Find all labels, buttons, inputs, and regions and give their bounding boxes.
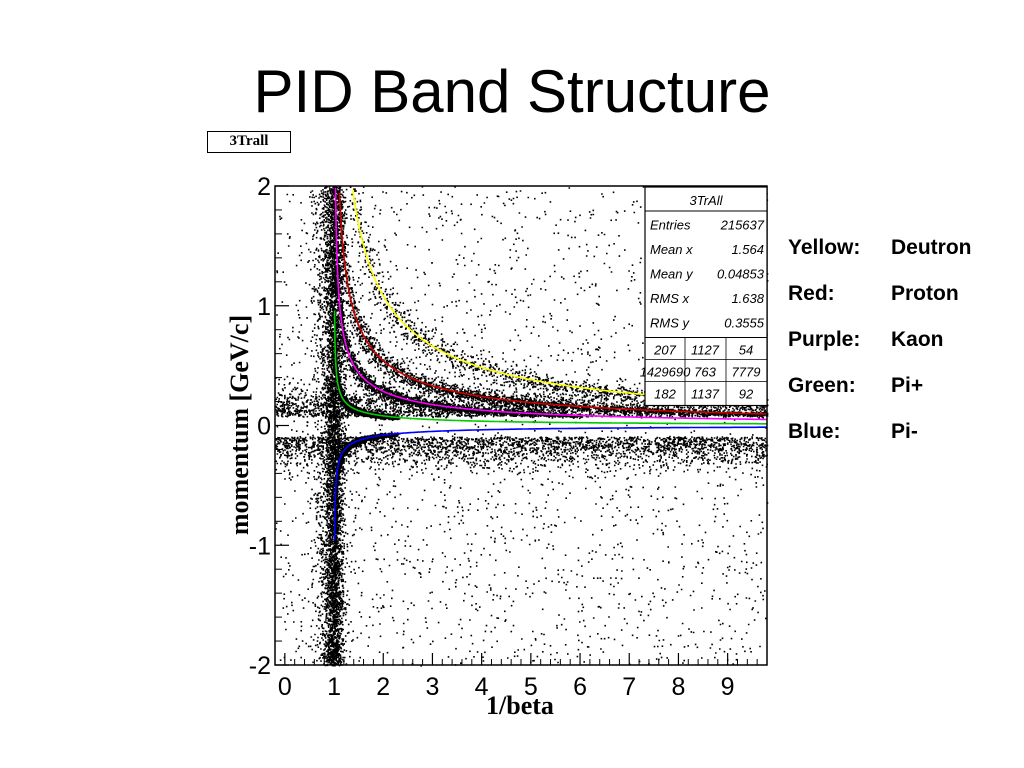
stats-row-label: Mean y: [650, 267, 694, 282]
x-tick-label: 1: [327, 673, 341, 701]
legend-item-pi-minus: Blue: Pi-: [788, 420, 1008, 466]
x-tick-label: 7: [622, 673, 636, 701]
y-tick-label: 2: [257, 173, 271, 201]
stats-overflow-cell: 7779: [732, 365, 761, 380]
x-tick-label: 4: [475, 673, 489, 701]
stats-row-value: 215637: [720, 218, 765, 233]
y-tick-label: 0: [257, 413, 271, 441]
stats-row-value: 1.564: [731, 242, 764, 257]
stats-row-label: Mean x: [650, 242, 693, 257]
legend-item-proton: Red: Proton: [788, 282, 1008, 328]
stats-row-label: RMS x: [650, 291, 690, 306]
y-tick-label: 1: [257, 293, 271, 321]
legend-item-kaon: Purple: Kaon: [788, 328, 1008, 374]
x-tick-label: 9: [721, 673, 735, 701]
stats-box-frame: [644, 186, 768, 407]
stats-row-label: RMS y: [650, 316, 691, 331]
stats-box-title: 3TrAll: [690, 193, 724, 208]
stats-row-value: 0.04853: [717, 267, 765, 282]
stats-row-value: 0.3555: [724, 316, 765, 331]
stats-overflow-cell: 1137: [691, 387, 720, 402]
legend-particle: Proton: [891, 282, 959, 305]
stats-box: 3TrAll Entries 215637 Mean x 1.564 Mean y 0.04…: [640, 186, 768, 407]
legend-color-label: Yellow:: [788, 236, 861, 259]
stats-overflow-cell: 1127: [691, 343, 720, 358]
stats-row-value: 1.638: [731, 291, 764, 306]
band-curve-kaon: [334, 187, 767, 421]
y-axis-label: momentum [GeV/c]: [225, 315, 254, 535]
legend-color-label: Blue:: [788, 420, 841, 443]
legend-particle: Deutron: [891, 236, 972, 259]
stats-overflow-cell: 207: [653, 343, 676, 358]
x-tick-label: 3: [425, 673, 439, 701]
legend-particle: Pi-: [891, 420, 918, 443]
legend-color-label: Purple:: [788, 328, 861, 351]
x-tick-label: 5: [524, 673, 538, 701]
x-tick-label: 6: [573, 673, 587, 701]
legend-item-deutron: Yellow: Deutron: [788, 236, 1008, 282]
stats-row-label: Entries: [650, 218, 691, 233]
stats-overflow-cell: 182: [654, 387, 676, 402]
stats-overflow-cell: 1429690: [640, 365, 691, 380]
stats-overflow-cell: 763: [694, 365, 716, 380]
slide-title: PID Band Structure: [253, 58, 771, 125]
legend-color-label: Green:: [788, 374, 856, 397]
y-tick-label: -1: [249, 532, 271, 560]
x-axis-label: 1/beta: [486, 691, 554, 720]
particle-legend: Yellow: Deutron Red: Proton Purple: Kaon…: [788, 236, 1008, 466]
x-tick-label: 2: [376, 673, 390, 701]
x-tick-label: 8: [671, 673, 685, 701]
band-curve-proton: [338, 192, 767, 415]
band-curve-pi-minus: [333, 426, 767, 541]
stats-overflow-cell: 54: [739, 343, 753, 358]
y-tick-label: -2: [249, 652, 271, 680]
legend-item-pi-plus: Green: Pi+: [788, 374, 1008, 420]
x-tick-label: 0: [278, 673, 292, 701]
legend-particle: Kaon: [891, 328, 944, 351]
legend-color-label: Red:: [788, 282, 835, 305]
stats-overflow-cell: 92: [739, 387, 754, 402]
band-curve-pi-minusplus: [333, 310, 767, 425]
legend-particle: Pi+: [891, 374, 924, 397]
histogram-name-tag: 3Trall: [207, 131, 291, 153]
